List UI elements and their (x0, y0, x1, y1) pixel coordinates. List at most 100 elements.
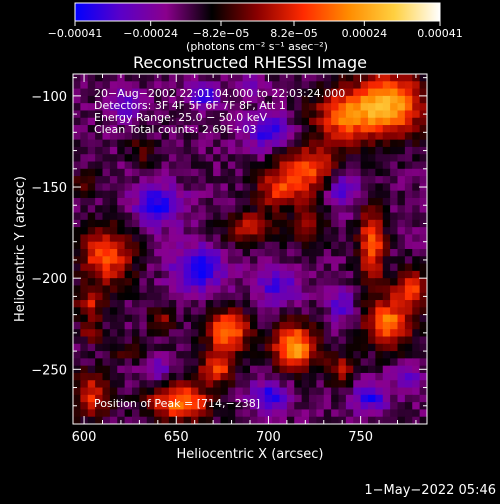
heatmap-cell (264, 205, 273, 214)
heatmap-cell (375, 197, 384, 206)
heatmap-cell (117, 241, 126, 250)
heatmap-cell (368, 190, 376, 199)
heatmap-cell (294, 292, 303, 301)
heatmap-cell (360, 321, 369, 330)
heatmap-cell (382, 300, 391, 308)
heatmap-cell (316, 329, 325, 338)
heatmap-cell (139, 212, 148, 221)
heatmap-cell (183, 95, 192, 104)
heatmap-cell (80, 351, 89, 359)
heatmap-cell (331, 205, 340, 214)
heatmap-cell (124, 190, 133, 199)
heatmap-cell (109, 249, 118, 257)
heatmap-cell (382, 336, 391, 345)
heatmap-cell (323, 219, 332, 228)
heatmap-cell (412, 241, 421, 250)
heatmap-cell (419, 387, 427, 396)
heatmap-cell (257, 74, 266, 82)
heatmap-cell (235, 249, 244, 257)
heatmap-cell (404, 139, 413, 148)
heatmap-cell (109, 343, 118, 352)
x-tick-label: 600 (72, 430, 97, 445)
heatmap-cell (368, 263, 376, 272)
heatmap-cell (227, 263, 236, 272)
heatmap-cell (316, 263, 325, 272)
heatmap-cell (161, 197, 170, 206)
colorbar-unit-label: (photons cm⁻² s⁻¹ asec⁻²) (186, 40, 328, 53)
heatmap-cell (220, 227, 229, 236)
heatmap-cell (309, 125, 317, 133)
heatmap-cell (109, 256, 118, 265)
heatmap-cell (183, 394, 192, 403)
heatmap-cell (257, 263, 266, 272)
heatmap-cell (132, 95, 140, 104)
heatmap-cell (345, 74, 354, 82)
heatmap-cell (404, 132, 413, 141)
heatmap-cell (382, 263, 391, 272)
heatmap-cell (205, 146, 214, 155)
heatmap-cell (227, 197, 236, 206)
heatmap-cell (109, 190, 118, 199)
heatmap-cell (73, 307, 81, 316)
heatmap-cell (360, 197, 369, 206)
heatmap-cell (250, 402, 258, 411)
heatmap-cell (183, 88, 192, 97)
heatmap-cell (345, 351, 354, 359)
heatmap-cell (353, 256, 362, 265)
heatmap-cell (205, 88, 214, 97)
heatmap-cell (139, 227, 148, 236)
heatmap-cell (161, 110, 170, 119)
heatmap-cell (168, 95, 177, 104)
heatmap-cell (139, 409, 148, 418)
colorbar-tick-label: −0.00041 (48, 27, 103, 40)
heatmap-cell (161, 132, 170, 141)
heatmap-cell (191, 343, 199, 352)
heatmap-cell (404, 402, 413, 411)
heatmap-cell (220, 256, 229, 265)
heatmap-cell (309, 358, 317, 367)
heatmap-cell (95, 402, 104, 411)
heatmap-cell (205, 117, 214, 126)
heatmap-cell (146, 343, 155, 352)
heatmap-cell (323, 205, 332, 214)
heatmap-cell (323, 117, 332, 126)
heatmap-cell (139, 285, 148, 294)
heatmap-cell (198, 154, 207, 163)
heatmap-cell (316, 183, 325, 192)
heatmap-cell (168, 336, 177, 345)
heatmap-cell (205, 329, 214, 338)
heatmap-cell (301, 329, 310, 338)
heatmap-cell (397, 409, 406, 418)
heatmap-cell (191, 372, 199, 381)
heatmap-cell (117, 372, 126, 381)
heatmap-cell (375, 234, 384, 243)
heatmap-cell (161, 88, 170, 97)
heatmap-cell (220, 300, 229, 308)
heatmap-cell (168, 263, 177, 272)
heatmap-cell (80, 139, 89, 148)
heatmap-cell (375, 380, 384, 389)
heatmap-cell (235, 278, 244, 287)
heatmap-cell (360, 205, 369, 214)
heatmap-cell (412, 358, 421, 367)
heatmap-cell (279, 110, 288, 119)
heatmap-cell (183, 409, 192, 418)
heatmap-cell (250, 154, 258, 163)
heatmap-cell (176, 125, 185, 133)
heatmap-cell (382, 139, 391, 148)
heatmap-cell (323, 409, 332, 418)
heatmap-cell (161, 117, 170, 126)
heatmap-cell (191, 234, 199, 243)
heatmap-cell (250, 146, 258, 155)
heatmap-cell (198, 256, 207, 265)
heatmap-cell (102, 117, 111, 126)
heatmap-cell (397, 168, 406, 177)
heatmap-cell (198, 197, 207, 206)
heatmap-cell (338, 387, 347, 396)
heatmap-cell (117, 205, 126, 214)
heatmap-cell (139, 241, 148, 250)
heatmap-cell (331, 409, 340, 418)
heatmap-cell (191, 190, 199, 199)
heatmap-cell (397, 117, 406, 126)
heatmap-cell (191, 358, 199, 367)
